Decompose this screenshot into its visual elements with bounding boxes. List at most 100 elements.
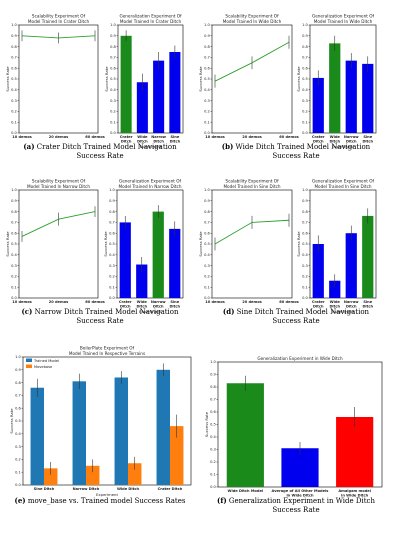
bar (312, 244, 324, 298)
chart-title: Model Trained In Narrow Ditch (27, 184, 90, 189)
x-tick-label: Crater (120, 135, 133, 139)
x-tick-label: 20 demos (242, 300, 262, 304)
bar (44, 468, 58, 485)
y-axis-label: Success Rate (103, 231, 108, 257)
y-tick-label: 0.0 (302, 131, 308, 135)
y-tick-label: 1.0 (204, 188, 210, 192)
x-tick-label: Wide (137, 300, 148, 304)
y-tick-label: 0.1 (210, 473, 216, 477)
x-tick-label: Ditch (121, 139, 132, 143)
y-tick-label: 0.5 (110, 77, 116, 81)
y-tick-label: 0.5 (15, 419, 21, 423)
y-tick-label: 0.5 (210, 423, 216, 427)
data-point (288, 41, 290, 43)
y-tick-label: 0.1 (15, 470, 21, 474)
data-point (214, 80, 216, 82)
data-point (288, 219, 290, 221)
x-tick-label: 60 demos (279, 135, 299, 139)
y-tick-label: 1.0 (11, 188, 17, 192)
y-tick-label: 0.2 (15, 458, 21, 462)
x-tick-label: Sine (170, 135, 179, 139)
x-tick-label: Narrow Ditch (73, 487, 100, 491)
y-tick-label: 0.1 (11, 120, 17, 124)
caption-text: move_base vs. Trained model Success Rate… (26, 497, 186, 505)
y-tick-label: 0.1 (204, 285, 210, 289)
x-tick-label: Narrow (151, 135, 166, 139)
y-tick-label: 0.6 (110, 66, 116, 70)
caption-label: (b) (222, 142, 234, 151)
y-tick-label: 0.2 (110, 110, 116, 114)
y-axis-label: Success Rate (198, 66, 203, 92)
y-tick-label: 0.3 (110, 99, 116, 103)
y-tick-label: 0.0 (15, 483, 21, 487)
y-tick-label: 0.3 (109, 264, 115, 268)
caption-5: (f) Generalization Experiment in Wide Di… (217, 496, 375, 514)
chart-title: Model Trained In Wide Ditch (314, 19, 373, 24)
y-tick-label: 0.0 (110, 131, 116, 135)
chart-title: Generalization Experiment Of (119, 14, 182, 19)
y-tick-label: 0.0 (204, 296, 210, 300)
y-tick-label: 0.9 (210, 373, 216, 377)
x-axis-label: Experiment (332, 309, 354, 314)
y-tick-label: 0.3 (204, 99, 210, 103)
x-tick-label: Crater Ditch (158, 487, 183, 491)
y-tick-label: 0.4 (11, 88, 17, 92)
y-tick-label: 1.0 (302, 23, 308, 27)
y-tick-label: 0.1 (109, 285, 115, 289)
x-tick-label: 60 demos (279, 300, 299, 304)
x-tick-label: 10 demos (205, 300, 225, 304)
data-point (94, 35, 96, 37)
chart-f: Generalization Experiment in Wide Ditch 0… (204, 356, 383, 497)
x-axis-label: Experiment (139, 309, 161, 314)
x-tick-label: Ditch (313, 139, 324, 143)
caption-line: Success Rate (272, 152, 319, 160)
y-tick-label: 0.1 (204, 120, 210, 124)
data-point (251, 62, 253, 64)
chart-title: Generalization Experiment in Wide Ditch (257, 356, 343, 361)
y-tick-label: 0.7 (11, 221, 17, 225)
y-tick-label: 0.8 (302, 45, 308, 49)
y-tick-label: 0.1 (110, 120, 116, 124)
y-tick-label: 0.8 (110, 45, 116, 49)
bar (362, 215, 374, 298)
plot-frame (211, 189, 293, 299)
y-tick-label: 0.4 (302, 253, 308, 257)
y-axis-label: Success Rate (198, 231, 203, 257)
y-tick-label: 0.9 (204, 199, 210, 203)
x-tick-label: Crater (119, 300, 132, 304)
chart-title: Model Trained In Crater Ditch (28, 19, 90, 24)
caption-label: (f) (217, 496, 227, 505)
y-tick-label: 0.8 (11, 210, 17, 214)
y-tick-label: 0.0 (109, 296, 115, 300)
y-tick-label: 0.1 (11, 285, 17, 289)
plot-frame (211, 24, 293, 134)
y-tick-label: 0.2 (302, 110, 308, 114)
x-tick-label: Ditch (170, 139, 181, 143)
data-point (21, 235, 23, 237)
y-tick-label: 0.6 (204, 66, 210, 70)
x-tick-label: Crater (312, 300, 325, 304)
y-tick-label: 0.5 (11, 242, 17, 246)
caption-4: (e) move_base vs. Trained model Success … (15, 496, 186, 505)
x-tick-label: Wide Ditch Model (228, 489, 264, 493)
y-tick-label: 0.2 (109, 275, 115, 279)
bar (128, 463, 142, 485)
x-tick-label: 20 demos (49, 135, 69, 139)
caption-line: Success Rate (272, 317, 319, 325)
y-tick-label: 0.6 (109, 231, 115, 235)
y-tick-label: 0.4 (109, 253, 115, 257)
y-tick-label: 0.4 (11, 253, 17, 257)
y-tick-label: 0.6 (11, 231, 17, 235)
y-tick-label: 0.7 (15, 394, 21, 398)
x-tick-label: Ditch (362, 139, 373, 143)
y-tick-label: 0.3 (302, 264, 308, 268)
y-tick-label: 1.0 (11, 23, 17, 27)
y-tick-label: 0.8 (15, 381, 21, 385)
chart-title: Model Trained In Respective Terrains (69, 351, 145, 356)
